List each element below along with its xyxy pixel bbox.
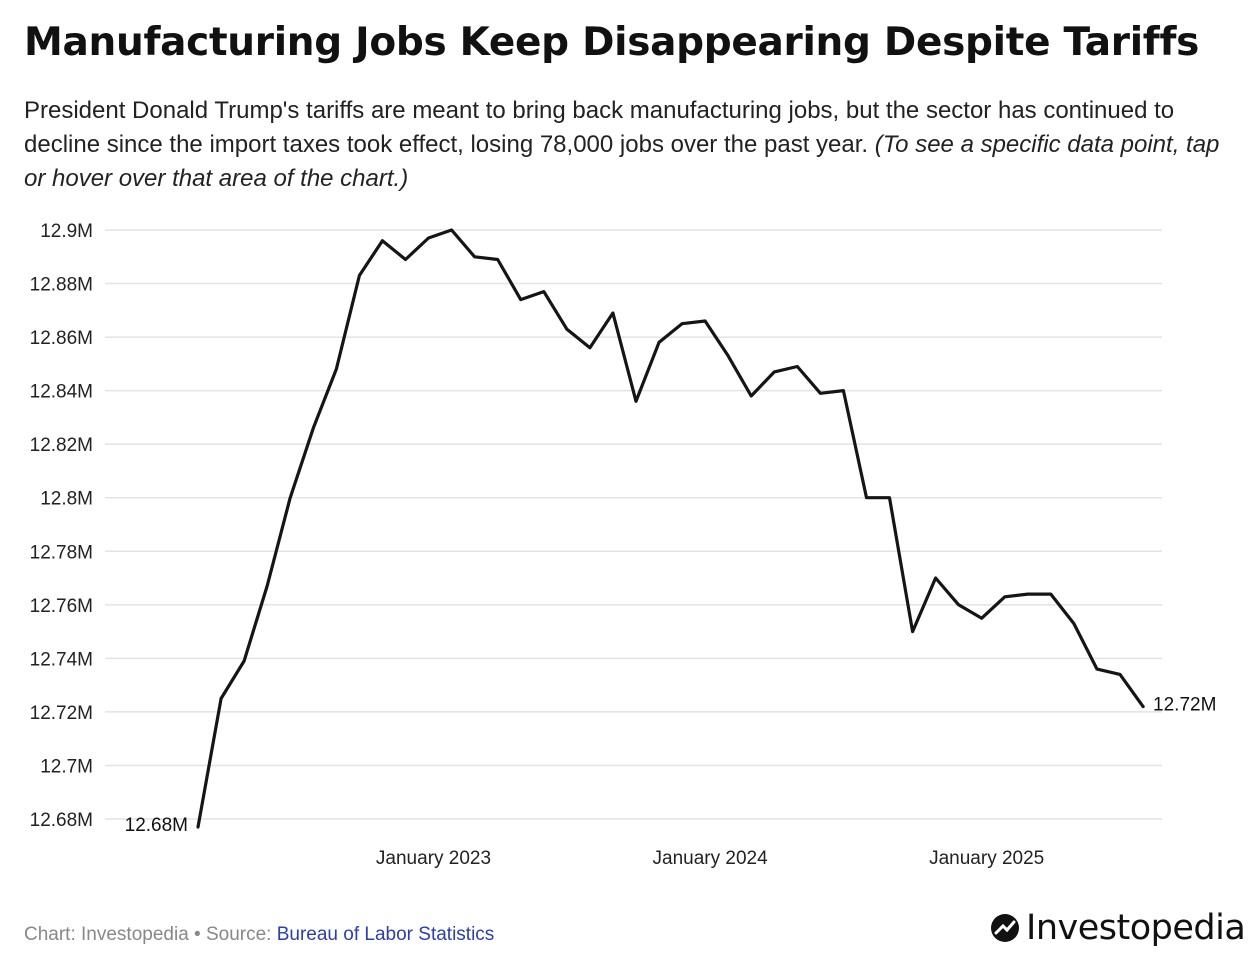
data-point[interactable] (584, 342, 596, 354)
data-point[interactable] (653, 336, 665, 348)
data-point[interactable] (307, 422, 319, 434)
data-point[interactable] (261, 580, 273, 592)
data-point[interactable] (837, 385, 849, 397)
y-tick-label: 12.9M (40, 221, 93, 242)
y-tick-label: 12.86M (30, 328, 93, 349)
y-tick-label: 12.72M (30, 703, 93, 724)
y-tick-label: 12.8M (40, 489, 93, 510)
x-tick-label: January 2025 (929, 848, 1044, 869)
end-value-label: 12.72M (1153, 695, 1216, 716)
data-point[interactable] (192, 821, 204, 833)
data-point[interactable] (976, 612, 988, 624)
data-point[interactable] (768, 366, 780, 378)
credit-text: Chart: Investopedia • Source: (24, 924, 277, 945)
data-point[interactable] (330, 363, 342, 375)
data-point[interactable] (907, 626, 919, 638)
source-link[interactable]: Bureau of Labor Statistics (276, 924, 495, 945)
subtitle-note: (To see a specific data point, tap or ho… (24, 131, 1220, 192)
data-point[interactable] (238, 655, 250, 667)
data-point[interactable] (607, 307, 619, 319)
data-point[interactable] (284, 492, 296, 504)
data-point[interactable] (215, 693, 227, 705)
subtitle-text: President Donald Trump's tariffs are mea… (24, 97, 1175, 158)
data-point[interactable] (1091, 663, 1103, 675)
y-tick-label: 12.7M (40, 756, 93, 777)
data-point[interactable] (722, 350, 734, 362)
data-point[interactable] (791, 361, 803, 373)
data-point[interactable] (676, 318, 688, 330)
data-point[interactable] (1022, 588, 1034, 600)
x-tick-label: January 2023 (376, 848, 491, 869)
investopedia-logo[interactable]: Investopedia (990, 908, 1246, 948)
y-tick-label: 12.82M (30, 435, 93, 456)
data-point[interactable] (515, 294, 527, 306)
data-point[interactable] (814, 387, 826, 399)
y-tick-label: 12.76M (30, 596, 93, 617)
data-point[interactable] (423, 232, 435, 244)
data-point[interactable] (1068, 618, 1080, 630)
line-chart[interactable]: 12.9M 12.88M 12.86M 12.84M 12.82M 12.8M 12.78M… (0, 200, 1248, 890)
data-point[interactable] (930, 572, 942, 584)
data-point[interactable] (860, 492, 872, 504)
data-point[interactable] (884, 492, 896, 504)
investopedia-logo-icon (991, 914, 1019, 942)
start-value-label: 12.68M (125, 815, 188, 836)
data-point[interactable] (561, 323, 573, 335)
data-points[interactable] (192, 224, 1149, 833)
data-point[interactable] (1114, 668, 1126, 680)
data-point[interactable] (745, 390, 757, 402)
data-point[interactable] (376, 235, 388, 247)
y-axis-ticks: 12.9M 12.88M 12.86M 12.84M 12.82M 12.8M 12.78M… (30, 221, 93, 831)
data-point[interactable] (1045, 588, 1057, 600)
y-tick-label: 12.88M (30, 275, 93, 296)
data-point[interactable] (1137, 701, 1149, 713)
x-axis-ticks: January 2023 January 2024 January 2025 (376, 848, 1044, 869)
logo-wordmark: Investopedia (1026, 908, 1246, 948)
y-tick-label: 12.68M (30, 810, 93, 831)
y-tick-label: 12.78M (30, 542, 93, 563)
x-tick-label: January 2024 (653, 848, 769, 869)
y-tick-label: 12.74M (30, 649, 93, 670)
data-point[interactable] (630, 395, 642, 407)
series-line[interactable] (196, 228, 1145, 829)
data-point[interactable] (399, 253, 411, 265)
gridlines (105, 229, 1162, 820)
data-point[interactable] (699, 315, 711, 327)
data-point[interactable] (538, 286, 550, 298)
data-point[interactable] (469, 251, 481, 263)
y-tick-label: 12.84M (30, 382, 93, 403)
data-point[interactable] (492, 253, 504, 265)
chart-title: Manufacturing Jobs Keep Disappearing Des… (24, 20, 1200, 65)
data-point[interactable] (446, 224, 458, 236)
data-point[interactable] (953, 599, 965, 611)
data-point[interactable] (999, 591, 1011, 603)
chart-subtitle: President Donald Trump's tariffs are mea… (24, 94, 1224, 196)
chart-credit: Chart: Investopedia • Source: Bureau of … (24, 924, 494, 946)
data-point[interactable] (353, 270, 365, 282)
